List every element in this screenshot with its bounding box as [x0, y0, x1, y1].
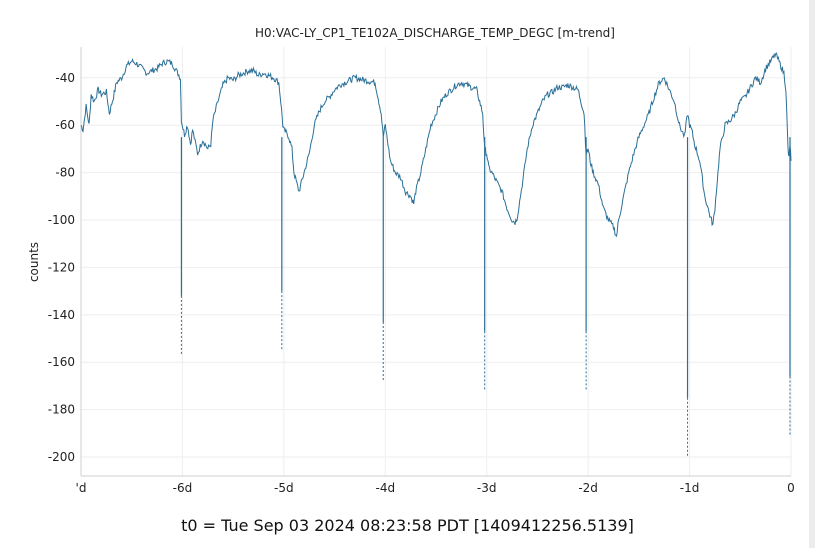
y-axis-ticks: -40 -60 -80 -100 -120 -140 -160 -180 -200 — [48, 71, 75, 464]
x-tick-label: -6d — [173, 481, 193, 495]
series-line — [80, 52, 792, 238]
data-series — [80, 52, 792, 238]
x-tick-label: -2d — [578, 481, 598, 495]
x-tick-label: -1d — [680, 481, 700, 495]
y-tick-label: -80 — [55, 166, 75, 180]
x-axis-ticks: 'd -6d -5d -4d -3d -2d -1d 0 — [76, 481, 795, 495]
axes — [80, 47, 791, 477]
y-tick-label: -40 — [55, 71, 75, 85]
y-tick-label: -160 — [48, 355, 75, 369]
y-tick-label: -140 — [48, 308, 75, 322]
x-tick-label: 0 — [787, 481, 795, 495]
y-tick-label: -60 — [55, 118, 75, 132]
y-tick-label: -200 — [48, 450, 75, 464]
t0-label: t0 = Tue Sep 03 2024 08:23:58 PDT [14094… — [181, 516, 634, 535]
y-axis-label: counts — [27, 242, 41, 282]
spike-lines — [180, 137, 791, 458]
x-tick-label: -5d — [274, 481, 294, 495]
x-tick-label: -3d — [477, 481, 497, 495]
chart-title: H0:VAC-LY_CP1_TE102A_DISCHARGE_TEMP_DEGC… — [255, 26, 615, 40]
x-tick-label: 'd — [76, 481, 87, 495]
x-tick-label: -4d — [375, 481, 395, 495]
y-tick-label: -180 — [48, 403, 75, 417]
y-tick-label: -120 — [48, 260, 75, 274]
grid — [80, 47, 792, 476]
window-edge — [809, 0, 815, 548]
y-tick-label: -100 — [48, 213, 75, 227]
